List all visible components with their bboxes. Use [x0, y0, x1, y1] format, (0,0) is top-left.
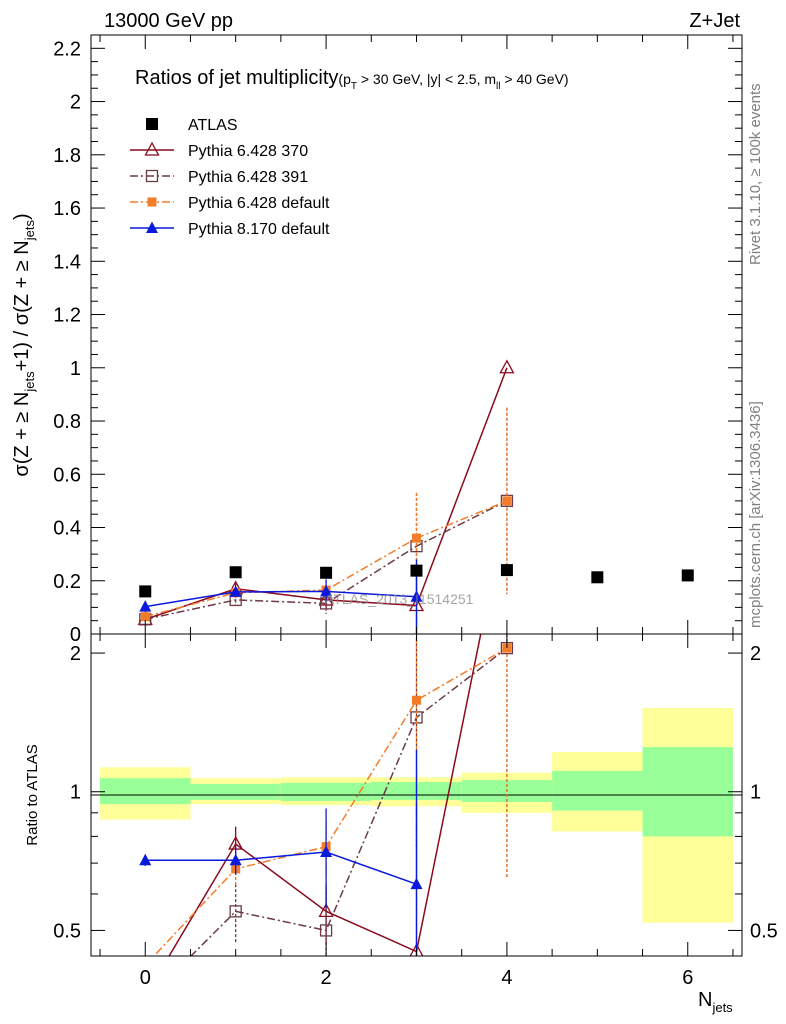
top-y-axis-label: σ(Z + ≥ Njets+1) / σ(Z + ≥ Njets)	[11, 213, 37, 476]
top-y-tick-label: 0.8	[53, 411, 81, 433]
header-right-label: Z+Jet	[689, 10, 740, 32]
bottom-series-1-point-2	[318, 902, 334, 918]
top-series-4-line	[145, 590, 417, 608]
top-y-tick-label: 1.2	[53, 305, 81, 327]
bottom-series-1-point-3	[409, 943, 424, 956]
top-series-4-point-3	[410, 590, 423, 602]
top-series-0-point-3	[410, 564, 423, 577]
top-y-tick-label: 1.6	[53, 198, 81, 220]
header-left-label: 13000 GeV pp	[104, 10, 233, 32]
bottom-y-tick-label-right: 2	[750, 643, 761, 665]
legend-marker-1	[144, 141, 160, 156]
bottom-y-axis-label: Ratio to ATLAS	[24, 744, 41, 845]
x-tick-label: 6	[682, 967, 693, 989]
chart-title-cuts-pre: (p	[338, 71, 351, 87]
top-series-0-point-6	[681, 569, 694, 582]
chart-title-cuts-mid: > 30 GeV, |y| < 2.5, m	[357, 71, 496, 87]
top-y-tick-label: 1	[70, 358, 81, 380]
chart-title-cuts-sub1: T	[351, 81, 357, 92]
top-y-tick-label: 1.4	[53, 251, 81, 273]
top-series-0-point-1	[229, 566, 242, 579]
chart-title-main: Ratios of jet multiplicity	[135, 67, 338, 89]
top-y-tick-label: 0.6	[53, 464, 81, 486]
top-series-4-point-2	[320, 584, 333, 597]
top-series-3-point-3	[412, 533, 421, 543]
legend-marker-3	[147, 197, 157, 207]
bottom-panel-series	[139, 634, 514, 1007]
axis-ticks	[91, 34, 742, 956]
legend-marker-0	[146, 118, 158, 130]
legend-marker-4	[146, 221, 158, 233]
top-series-4-point-0	[139, 600, 152, 612]
x-tick-label: 0	[140, 967, 151, 989]
legend-label-0: ATLAS	[188, 117, 238, 134]
band-green-5	[552, 770, 643, 811]
top-series-0-point-5	[591, 571, 604, 584]
legend-label-4: Pythia 8.170 default	[188, 221, 330, 238]
bottom-y-tick-label: 1	[70, 782, 81, 804]
chart-title: Ratios of jet multiplicity(pT > 30 GeV, …	[135, 67, 569, 92]
top-series-4-point-1	[229, 585, 242, 597]
bottom-series-4-point-2	[320, 845, 333, 857]
bottom-series-2-line	[189, 647, 508, 956]
band-green-2	[280, 782, 372, 801]
bottom-series-1-point-0	[139, 989, 152, 1001]
legend-label-1: Pythia 6.428 370	[188, 143, 308, 160]
x-tick-label: 2	[321, 967, 332, 989]
top-y-tick-label: 2	[70, 92, 81, 114]
legend: ATLAS Pythia 6.428 370 Pythia 6.428 391 Pyt…	[130, 117, 330, 238]
band-green-1	[190, 783, 281, 800]
bottom-series-2-point-1	[229, 905, 242, 918]
atlas-uncertainty-band	[100, 707, 733, 923]
bottom-series-2-point-0	[140, 996, 151, 1007]
top-series-0-point-4	[500, 564, 513, 577]
bottom-series-2-point-2	[319, 924, 333, 937]
bottom-series-4-line	[145, 851, 417, 885]
analysis-watermark: ATLAS_2013_I1514251	[325, 591, 474, 607]
legend-label-2: Pythia 6.428 391	[188, 169, 308, 186]
bottom-y-tick-label: 0.5	[53, 920, 81, 942]
top-y-tick-label: 2.2	[53, 38, 81, 60]
axis-tick-labels: 0 2 4 600.20.40.60.811.21.41.61.822.20.5120…	[53, 38, 778, 989]
top-series-3-point-4	[502, 496, 512, 506]
top-panel-series	[137, 359, 694, 634]
top-y-tick-label: 0.2	[53, 571, 81, 593]
top-series-3-point-0	[140, 612, 150, 622]
bottom-series-3-point-4	[502, 643, 512, 653]
top-y-tick-label: 0	[70, 624, 81, 646]
mcplots-label: mcplots.cern.ch [arXiv:1306.3436]	[747, 401, 764, 628]
bottom-series-4-point-1	[229, 853, 242, 866]
rivet-version-label: Rivet 3.1.10, ≥ 100k events	[747, 83, 764, 265]
bottom-series-4-point-0	[139, 853, 152, 866]
top-y-tick-label: 0.4	[53, 518, 81, 540]
bottom-series-3-point-3	[412, 695, 421, 705]
top-series-0-point-2	[320, 566, 333, 579]
legend-label-3: Pythia 6.428 default	[188, 195, 330, 212]
bottom-y-tick-label-right: 0.5	[750, 920, 778, 942]
bottom-y-tick-label: 2	[70, 643, 81, 665]
top-series-1-point-4	[499, 359, 515, 374]
x-tick-label: 4	[501, 967, 512, 989]
chart-title-cuts-sub2: ll	[496, 81, 500, 92]
bottom-y-tick-label-right: 1	[750, 782, 761, 804]
band-green-6	[642, 747, 733, 837]
legend-marker-2	[145, 169, 159, 183]
chart-title-cuts-post: > 40 GeV)	[500, 71, 568, 87]
bottom-series-4-point-3	[410, 877, 423, 890]
top-y-tick-label: 1.8	[53, 145, 81, 167]
top-series-0-point-0	[139, 585, 152, 598]
band-green-0	[100, 778, 191, 805]
x-axis-label: Njets	[698, 989, 733, 1015]
